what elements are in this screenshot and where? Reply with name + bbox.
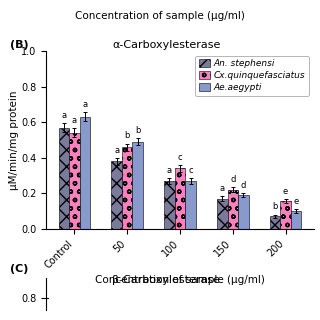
Bar bbox=[217, 199, 228, 229]
Text: (B): (B) bbox=[10, 40, 28, 50]
Bar bbox=[228, 190, 238, 229]
Bar bbox=[238, 195, 249, 229]
Text: b: b bbox=[124, 131, 130, 140]
Text: β-Carboxylesterase: β-Carboxylesterase bbox=[112, 275, 220, 285]
Text: d: d bbox=[230, 175, 236, 184]
Text: e: e bbox=[293, 197, 299, 206]
Text: a: a bbox=[114, 146, 119, 155]
Text: c: c bbox=[178, 153, 182, 162]
Legend: An. stephensi, Cx.quinquefasciatus, Ae.aegypti: An. stephensi, Cx.quinquefasciatus, Ae.a… bbox=[195, 56, 309, 96]
Bar bbox=[111, 161, 122, 229]
Text: α-Carboxylesterase: α-Carboxylesterase bbox=[112, 40, 220, 50]
Text: b: b bbox=[272, 202, 278, 212]
Text: (C): (C) bbox=[10, 264, 28, 274]
X-axis label: Concentration of sample (μg/ml): Concentration of sample (μg/ml) bbox=[95, 275, 265, 284]
Text: a: a bbox=[61, 111, 66, 120]
Bar bbox=[185, 181, 196, 229]
Y-axis label: μM/min/mg protein: μM/min/mg protein bbox=[9, 90, 19, 190]
Bar bbox=[164, 181, 175, 229]
Bar bbox=[270, 216, 280, 229]
Text: Concentration of sample (μg/ml): Concentration of sample (μg/ml) bbox=[75, 11, 245, 21]
Text: d: d bbox=[241, 181, 246, 190]
Text: a: a bbox=[82, 100, 87, 109]
Bar bbox=[175, 168, 185, 229]
Bar bbox=[69, 133, 80, 229]
Text: a: a bbox=[167, 166, 172, 175]
Bar bbox=[280, 201, 291, 229]
Bar bbox=[291, 211, 301, 229]
Bar bbox=[59, 128, 69, 229]
Text: a: a bbox=[220, 184, 225, 193]
Text: a: a bbox=[72, 116, 77, 125]
Text: b: b bbox=[135, 126, 140, 135]
Text: c: c bbox=[188, 166, 193, 175]
Bar bbox=[80, 117, 90, 229]
Text: e: e bbox=[283, 187, 288, 196]
Bar bbox=[132, 142, 143, 229]
Bar bbox=[122, 147, 132, 229]
